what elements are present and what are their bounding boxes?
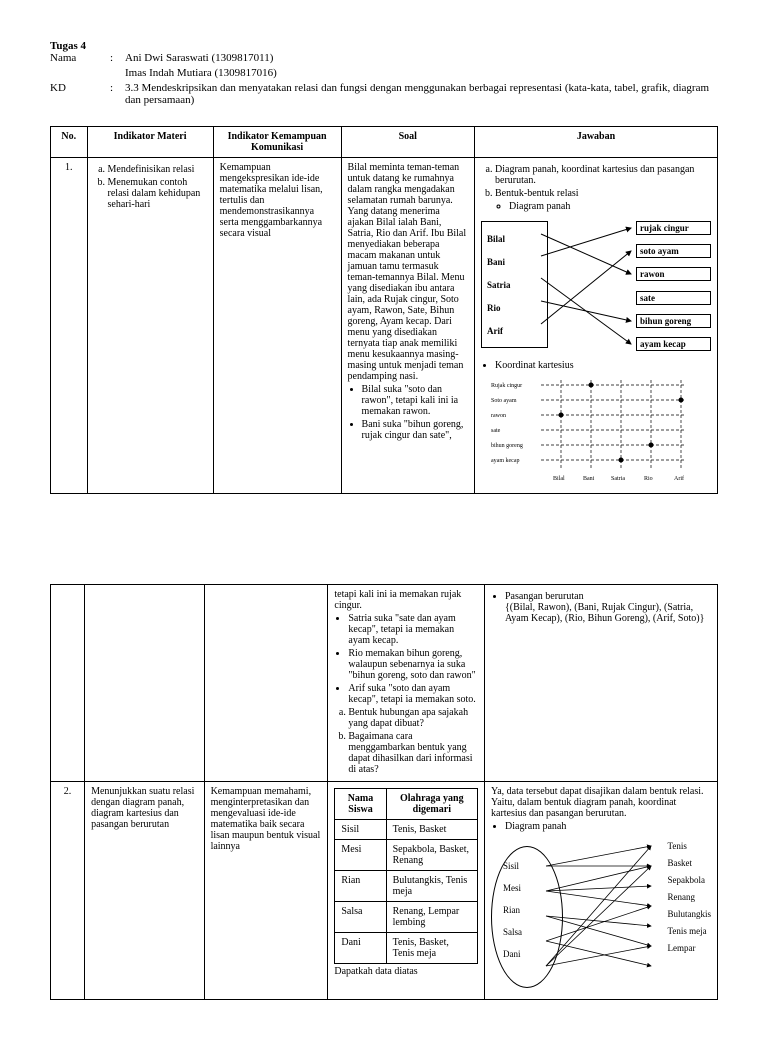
table-row: tetapi kali ini ia memakan rujak cingur.… [51,585,718,782]
th-no: No. [51,127,88,158]
svg-text:Bani: Bani [583,476,595,482]
th-ik: Indikator Kemampuan Komunikasi [213,127,341,158]
nama-1: Ani Dwi Saraswati (1309817011) [125,52,718,64]
cell-im: Mendefinisikan relasi Menemukan contoh r… [87,158,213,494]
svg-text:Satria: Satria [611,476,625,482]
inner-table: Nama Siswa Olahraga yang digemari SisilT… [334,788,478,964]
svg-text:Bilal: Bilal [553,476,565,482]
arrow-lines [481,216,711,356]
label-kd: KD [50,82,110,106]
doc-title: Tugas 4 [50,40,718,52]
cell-jwb: Diagram panah, koordinat kartesius dan p… [475,158,718,494]
svg-text:ayam kecap: ayam kecap [491,458,519,464]
label-nama: Nama [50,52,110,64]
th-soal: Soal [341,127,474,158]
svg-text:Rio: Rio [644,476,653,482]
svg-text:Soto ayam: Soto ayam [491,398,517,404]
page-break [50,494,718,574]
th-im: Indikator Materi [87,127,213,158]
svg-text:rawon: rawon [491,413,506,419]
cartesian-diagram: Rujak cingur Soto ayam rawon sate bihun go… [491,375,691,485]
cell-soal: Bilal meminta teman-teman untuk datang k… [341,158,474,494]
venn-diagram: Sisil Mesi Rian Salsa Dani Tenis Basket … [491,836,711,991]
table-row: 2. Menunjukkan suatu relasi dengan diagr… [51,782,718,1000]
svg-text:sate: sate [491,428,501,434]
table-row: 1. Mendefinisikan relasi Menemukan conto… [51,158,718,494]
arrow-diagram: Bilal Bani Satria Rio Arif rujak cingur … [481,216,711,356]
svg-text:bihun goreng: bihun goreng [491,443,523,449]
cell-no: 1. [51,158,88,494]
th-jwb: Jawaban [475,127,718,158]
svg-text:Rujak cingur: Rujak cingur [491,383,522,389]
document-header: Tugas 4 Nama : Ani Dwi Saraswati (130981… [50,40,718,106]
svg-text:Arif: Arif [674,475,684,482]
main-table: No. Indikator Materi Indikator Kemampuan… [50,126,718,494]
cell-ik: Kemampuan mengekspresikan ide-ide matema… [213,158,341,494]
nama-2: Imas Indah Mutiara (1309817016) [125,67,718,79]
kd-text: 3.3 Mendeskripsikan dan menyatakan relas… [125,82,718,106]
main-table-p2: tetapi kali ini ia memakan rujak cingur.… [50,584,718,1000]
